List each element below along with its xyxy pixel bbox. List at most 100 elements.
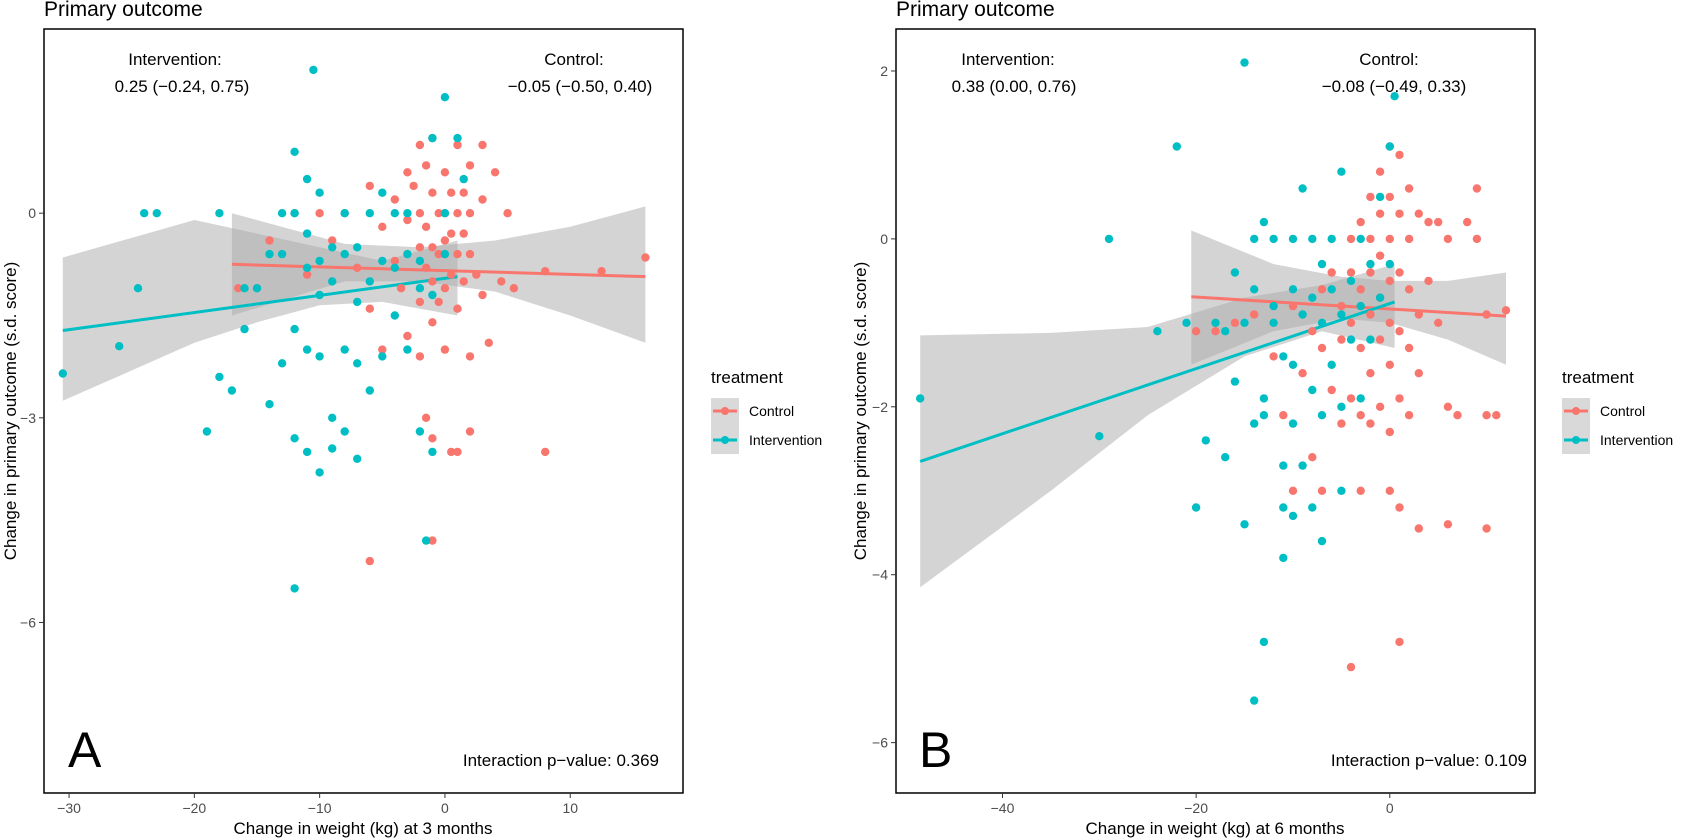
panel-a-intervention-point-42 xyxy=(353,454,362,463)
panel-b-control-point-57 xyxy=(1424,217,1433,227)
panel-b-x-tick-label-0: −40 xyxy=(991,800,1015,816)
panel-b-control-point-56 xyxy=(1414,369,1424,378)
panel-b-intervention-point-37 xyxy=(1308,293,1317,302)
panel-a-control-point-25 xyxy=(421,161,431,170)
panel-a-intervention-point-31 xyxy=(328,243,337,252)
panel-a-legend-intervention-label: Intervention xyxy=(749,432,822,448)
panel-b-control-point-19 xyxy=(1346,318,1356,327)
panel-b-intervention-point-6 xyxy=(1191,503,1201,512)
panel-a-control-estimate: −0.05 (−0.50, 0.40) xyxy=(508,77,653,96)
panel-b-control-point-76 xyxy=(1414,524,1424,533)
panel-b-control-point-79 xyxy=(1346,662,1356,672)
panel-b-control-point-46 xyxy=(1395,268,1404,277)
panel-b-control-point-25 xyxy=(1366,192,1375,202)
panel-a: Primary outcome −30 −20 −10 0 10 0 −3 −6 Chang… xyxy=(1,0,684,838)
panel-b-control-point-48 xyxy=(1395,394,1404,403)
panel-b-control-point-15 xyxy=(1337,335,1346,344)
panel-b-intervention-point-58 xyxy=(1375,293,1385,302)
panel-b-intervention-point-44 xyxy=(1327,285,1336,294)
panel-a-control-point-50 xyxy=(459,277,468,286)
panel-a-control-fit-line xyxy=(231,262,646,279)
panel-b-interaction-p-value: Interaction p−value: 0.109 xyxy=(1331,751,1527,770)
panel-a-control-point-32 xyxy=(428,318,437,327)
panel-b-intervention-point-45 xyxy=(1327,360,1336,369)
panel-a-intervention-point-23 xyxy=(302,263,312,272)
panel-b-intervention-point-3 xyxy=(1153,327,1162,336)
panel-b-control-point-14 xyxy=(1337,301,1346,311)
panel-a-intervention-point-52 xyxy=(403,209,412,218)
panel-a-x-ticks: −30 −20 −10 0 10 xyxy=(57,793,578,816)
panel-b-intervention-point-26 xyxy=(1279,461,1288,470)
panel-b-intervention-point-56 xyxy=(1366,335,1375,344)
panel-a-intervention-point-35 xyxy=(340,209,349,218)
panel-b-title: Primary outcome xyxy=(896,0,1055,21)
panel-a-control-point-47 xyxy=(453,304,462,313)
panel-a-letter: A xyxy=(68,722,102,778)
panel-b: Primary outcome −40 −20 0 2 0 −2 −4 −6 Change … xyxy=(851,0,1536,838)
panel-a-control-point-71 xyxy=(447,447,456,457)
panel-a-control-point-22 xyxy=(415,243,425,252)
panel-b-control-point-52 xyxy=(1404,343,1414,353)
panel-a-intervention-point-38 xyxy=(340,427,349,436)
panel-b-control-point-20 xyxy=(1346,394,1356,403)
panel-a-y-tick-label-0: 0 xyxy=(28,205,36,221)
panel-b-intervention-point-30 xyxy=(1288,360,1298,369)
panel-b-control-point-71 xyxy=(1288,486,1298,495)
panel-b-intervention-point-1 xyxy=(1095,432,1104,441)
panel-a-plot-border xyxy=(43,28,684,794)
panel-b-plot-border xyxy=(895,28,1536,794)
panel-b-control-point-49 xyxy=(1404,184,1414,193)
panel-b-intervention-point-15 xyxy=(1240,520,1249,529)
panel-b-control-point-2 xyxy=(1230,318,1240,327)
panel-b-control-label: Control: xyxy=(1359,50,1419,69)
panel-a-intervention-point-48 xyxy=(378,352,387,361)
panel-b-control-point-21 xyxy=(1356,217,1365,227)
panel-b-y-tick-label-3: −4 xyxy=(872,567,888,583)
panel-a-control-point-63 xyxy=(509,284,519,293)
panel-b-control-point-4 xyxy=(1269,352,1278,361)
panel-b-intervention-point-13 xyxy=(1240,58,1249,67)
panel-a-control-point-74 xyxy=(428,536,437,545)
panel-a-control-point-8 xyxy=(353,263,362,272)
panel-b-control-point-11 xyxy=(1317,285,1327,294)
panel-a-y-axis-label: Change in primary outcome (s.d. score) xyxy=(1,262,20,561)
panel-a-fit-lines xyxy=(62,262,646,332)
panel-a-x-tick-label-0: −30 xyxy=(57,800,81,816)
panel-b-control-point-68 xyxy=(1482,411,1491,420)
panel-a-control-point-64 xyxy=(541,267,550,276)
panel-b-intervention-point-65 xyxy=(1279,553,1288,563)
panel-a-control-label: Control: xyxy=(544,50,604,69)
panel-a-control-point-11 xyxy=(378,222,387,231)
panel-b-intervention-point-51 xyxy=(1346,335,1356,344)
panel-a-intervention-point-63 xyxy=(459,174,468,184)
panel-a-intervention-point-66 xyxy=(290,584,299,593)
panel-b-control-point-42 xyxy=(1385,360,1395,369)
panel-a-control-point-66 xyxy=(641,253,650,262)
panel-a-y-ticks: 0 −3 −6 xyxy=(20,205,44,630)
panel-a-control-point-46 xyxy=(453,249,462,259)
panel-b-intervention-point-53 xyxy=(1356,301,1365,311)
panel-b-intervention-point-0 xyxy=(916,394,925,403)
panel-b-control-point-65 xyxy=(1472,184,1482,193)
panel-a-intervention-point-18 xyxy=(290,209,299,218)
panel-a-intervention-point-26 xyxy=(315,188,324,197)
panel-a-intervention-point-53 xyxy=(403,249,412,259)
panel-a-legend-title: treatment xyxy=(711,368,783,387)
panel-b-control-point-59 xyxy=(1434,217,1443,227)
panel-b-intervention-point-31 xyxy=(1288,419,1298,428)
panel-a-x-tick-label-3: 0 xyxy=(441,800,449,816)
panel-a-control-point-49 xyxy=(459,229,468,238)
panel-b-intervention-point-50 xyxy=(1346,276,1356,286)
panel-a-control-point-5 xyxy=(315,209,324,218)
panel-a-control-point-13 xyxy=(390,195,399,204)
panel-b-control-point-35 xyxy=(1375,335,1385,344)
panel-a-control-point-14 xyxy=(390,256,399,266)
panel-a-x-tick-label-1: −20 xyxy=(182,800,206,816)
panel-a-intervention-point-10 xyxy=(240,324,249,334)
panel-b-legend-control-marker xyxy=(1572,407,1580,415)
panel-a-intervention-point-19 xyxy=(290,324,299,334)
panel-a-intervention-point-6 xyxy=(215,209,224,218)
panel-b-legend-title: treatment xyxy=(1562,368,1634,387)
panel-b-intervention-point-22 xyxy=(1269,301,1278,311)
